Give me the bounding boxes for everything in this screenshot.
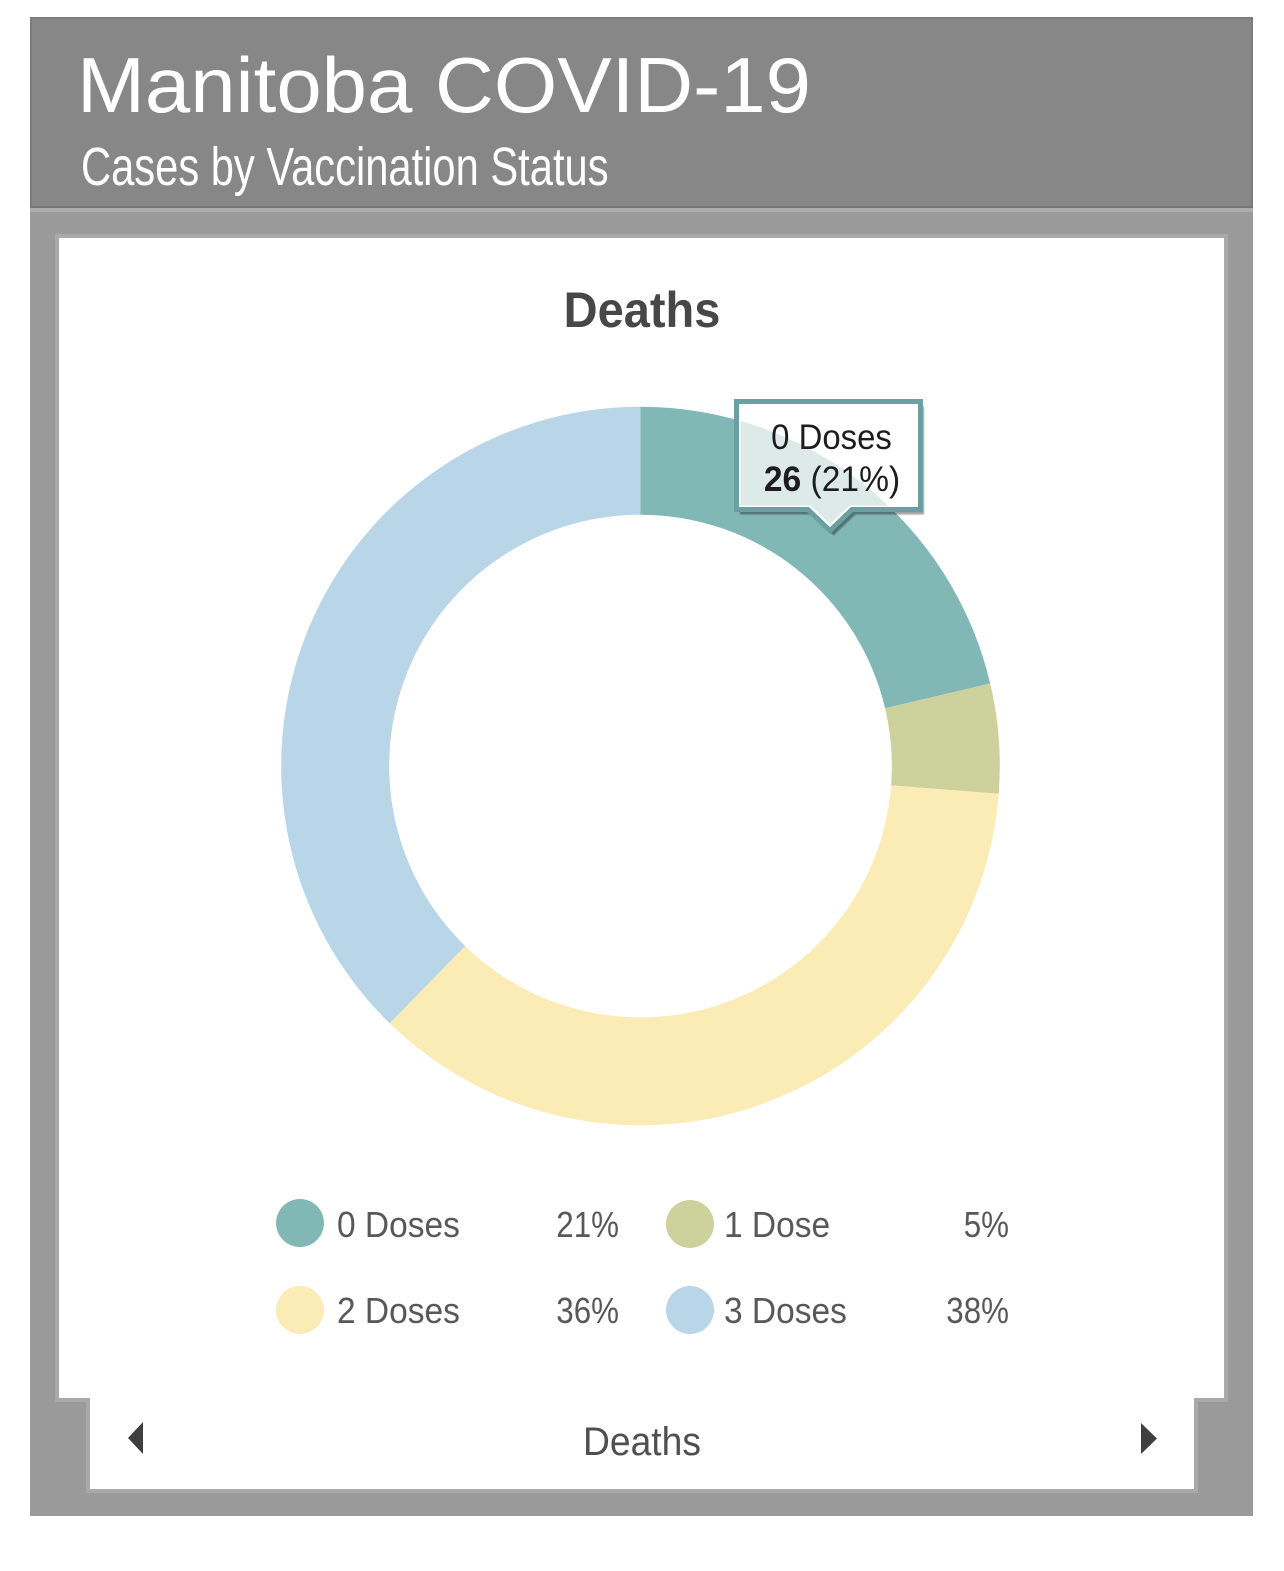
svg-text:0 Doses: 0 Doses [771,418,892,457]
svg-text:26 (21%): 26 (21%) [764,460,900,499]
